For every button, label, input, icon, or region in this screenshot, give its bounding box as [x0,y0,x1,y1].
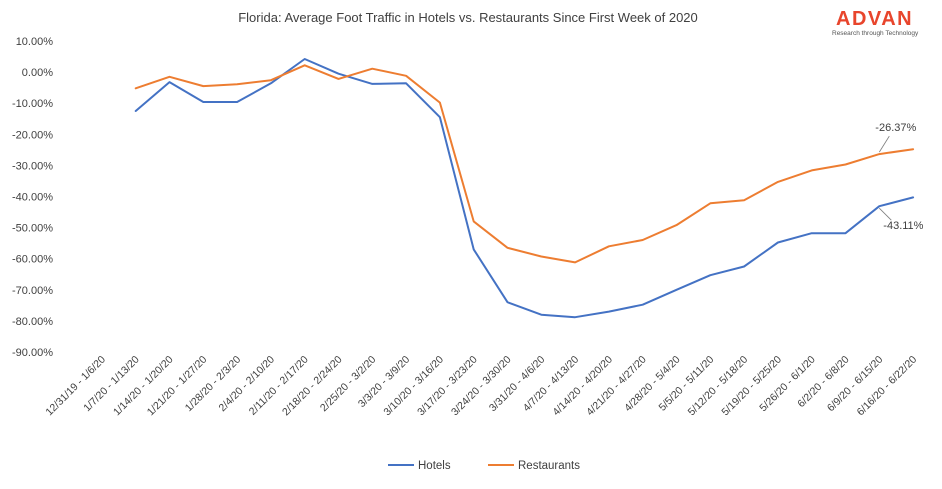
annotation-leader [879,207,892,221]
x-tick-label: 6/16/20 - 6/22/20 [855,354,920,419]
annotations: -26.37% -43.11% [875,122,923,232]
x-tick-label: 4/14/20 - 4/20/20 [550,354,615,419]
series-line-restaurants [134,64,915,264]
legend-label-hotels: Hotels [418,460,451,472]
annotation-leader [878,135,890,153]
y-tick-label: -10.00% [12,98,53,110]
legend: Hotels Restaurants [388,460,580,472]
x-tick-label: 5/19/20 - 5/25/20 [719,354,784,419]
x-axis: 12/31/19 - 1/6/201/7/20 - 1/13/201/14/20… [43,354,919,419]
y-tick-label: -80.00% [12,316,53,328]
x-tick-label: 4/21/20 - 4/27/20 [584,354,649,419]
y-tick-label: -30.00% [12,160,53,172]
y-tick-label: -20.00% [12,129,53,141]
x-tick-label: 3/17/20 - 3/23/20 [415,354,480,419]
legend-label-restaurants: Restaurants [518,460,580,472]
annotation-label: -43.11% [883,220,923,232]
y-tick-label: -50.00% [12,223,53,235]
series-line-hotels [134,58,915,319]
brand-tagline: Research through Technology [832,30,919,37]
y-tick-label: -70.00% [12,285,53,297]
annotation-label: -26.37% [875,122,916,134]
x-tick-label: 1/14/20 - 1/20/20 [111,354,176,419]
x-tick-label: 1/21/20 - 1/27/20 [145,354,210,419]
x-tick-label: 3/10/20 - 3/16/20 [381,354,446,419]
brand-logo: ADVAN [836,8,914,30]
x-tick-label: 2/18/20 - 2/24/20 [280,354,345,419]
y-tick-label: 0.00% [22,67,53,79]
x-tick-label: 3/24/20 - 3/30/20 [449,354,514,419]
x-tick-label: 5/12/20 - 5/18/20 [686,354,751,419]
x-tick-label: 2/11/20 - 2/17/20 [247,354,311,418]
y-tick-label: -60.00% [12,254,53,266]
chart-title: Florida: Average Foot Traffic in Hotels … [238,10,698,25]
y-tick-label: 10.00% [16,36,54,48]
series-group [134,58,915,319]
y-tick-label: -90.00% [12,347,53,359]
y-axis: 10.00% 0.00% -10.00% -20.00% -30.00% -40.00% -… [12,36,53,359]
y-tick-label: -40.00% [12,192,53,204]
x-tick-label: 12/31/19 - 1/6/20 [43,354,108,419]
